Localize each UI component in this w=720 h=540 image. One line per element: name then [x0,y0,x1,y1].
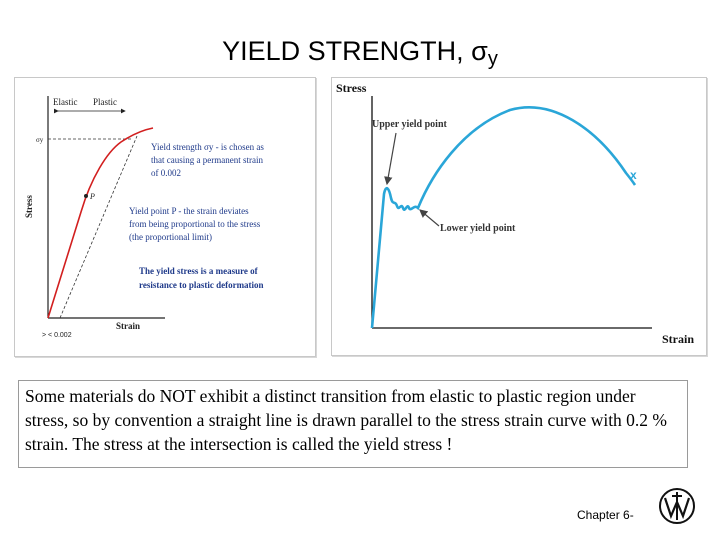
yield-strength-figure: Elastic Plastic σy P Stress Strain > < 0… [14,77,316,357]
right-y-axis-label: Stress [336,81,367,95]
yield-point-line-3: (the proportional limit) [129,232,212,242]
university-seal-icon [659,488,695,524]
right-x-axis-label: Strain [662,332,694,346]
upper-yield-arrow [384,132,397,186]
stress-strain-curve-blue [370,106,637,329]
label-sigma-y: σy [36,136,44,144]
yield-point-line-1: Yield point P - the strain deviates [129,206,249,216]
upper-yield-point-label: Upper yield point [372,119,447,130]
yield-stress-line-2: resistance to plastic deformation [139,280,264,290]
proportional-limit-point [84,194,88,198]
left-y-axis-label: Stress [24,195,34,218]
title-subscript: y [487,48,498,70]
stress-strain-curve-red [47,127,154,319]
yield-stress-line-1: The yield stress is a measure of [139,266,259,276]
yield-strength-line-1: Yield strength σy - is chosen as [151,142,264,152]
yield-strength-line-3: of 0.002 [151,168,181,178]
chapter-label: Chapter 6- [577,508,634,522]
yield-point-diagram: Stress Strain x Upper yield point Lower … [336,81,694,346]
title-text: YIELD STRENGTH, σ [222,36,488,66]
label-elastic: Elastic [53,97,78,107]
label-p: P [89,192,95,201]
yield-point-figure: Stress Strain x Upper yield point Lower … [331,77,707,356]
caption-box: Some materials do NOT exhibit a distinct… [18,380,688,468]
left-x-tick-text: > < 0.002 [42,332,72,339]
yield-strength-line-2: that causing a permanent strain [151,155,263,165]
fracture-mark: x [630,168,637,182]
lower-yield-point-label: Lower yield point [440,223,516,234]
offset-line [59,135,138,319]
lower-yield-arrow [419,209,440,227]
slide-title: YIELD STRENGTH, σy [0,36,720,71]
yield-strength-diagram: Elastic Plastic σy P Stress Strain > < 0… [24,96,264,339]
yield-point-line-2: from being proportional to the stress [129,219,261,229]
label-plastic: Plastic [93,97,117,107]
left-x-axis-label: Strain [116,321,140,331]
